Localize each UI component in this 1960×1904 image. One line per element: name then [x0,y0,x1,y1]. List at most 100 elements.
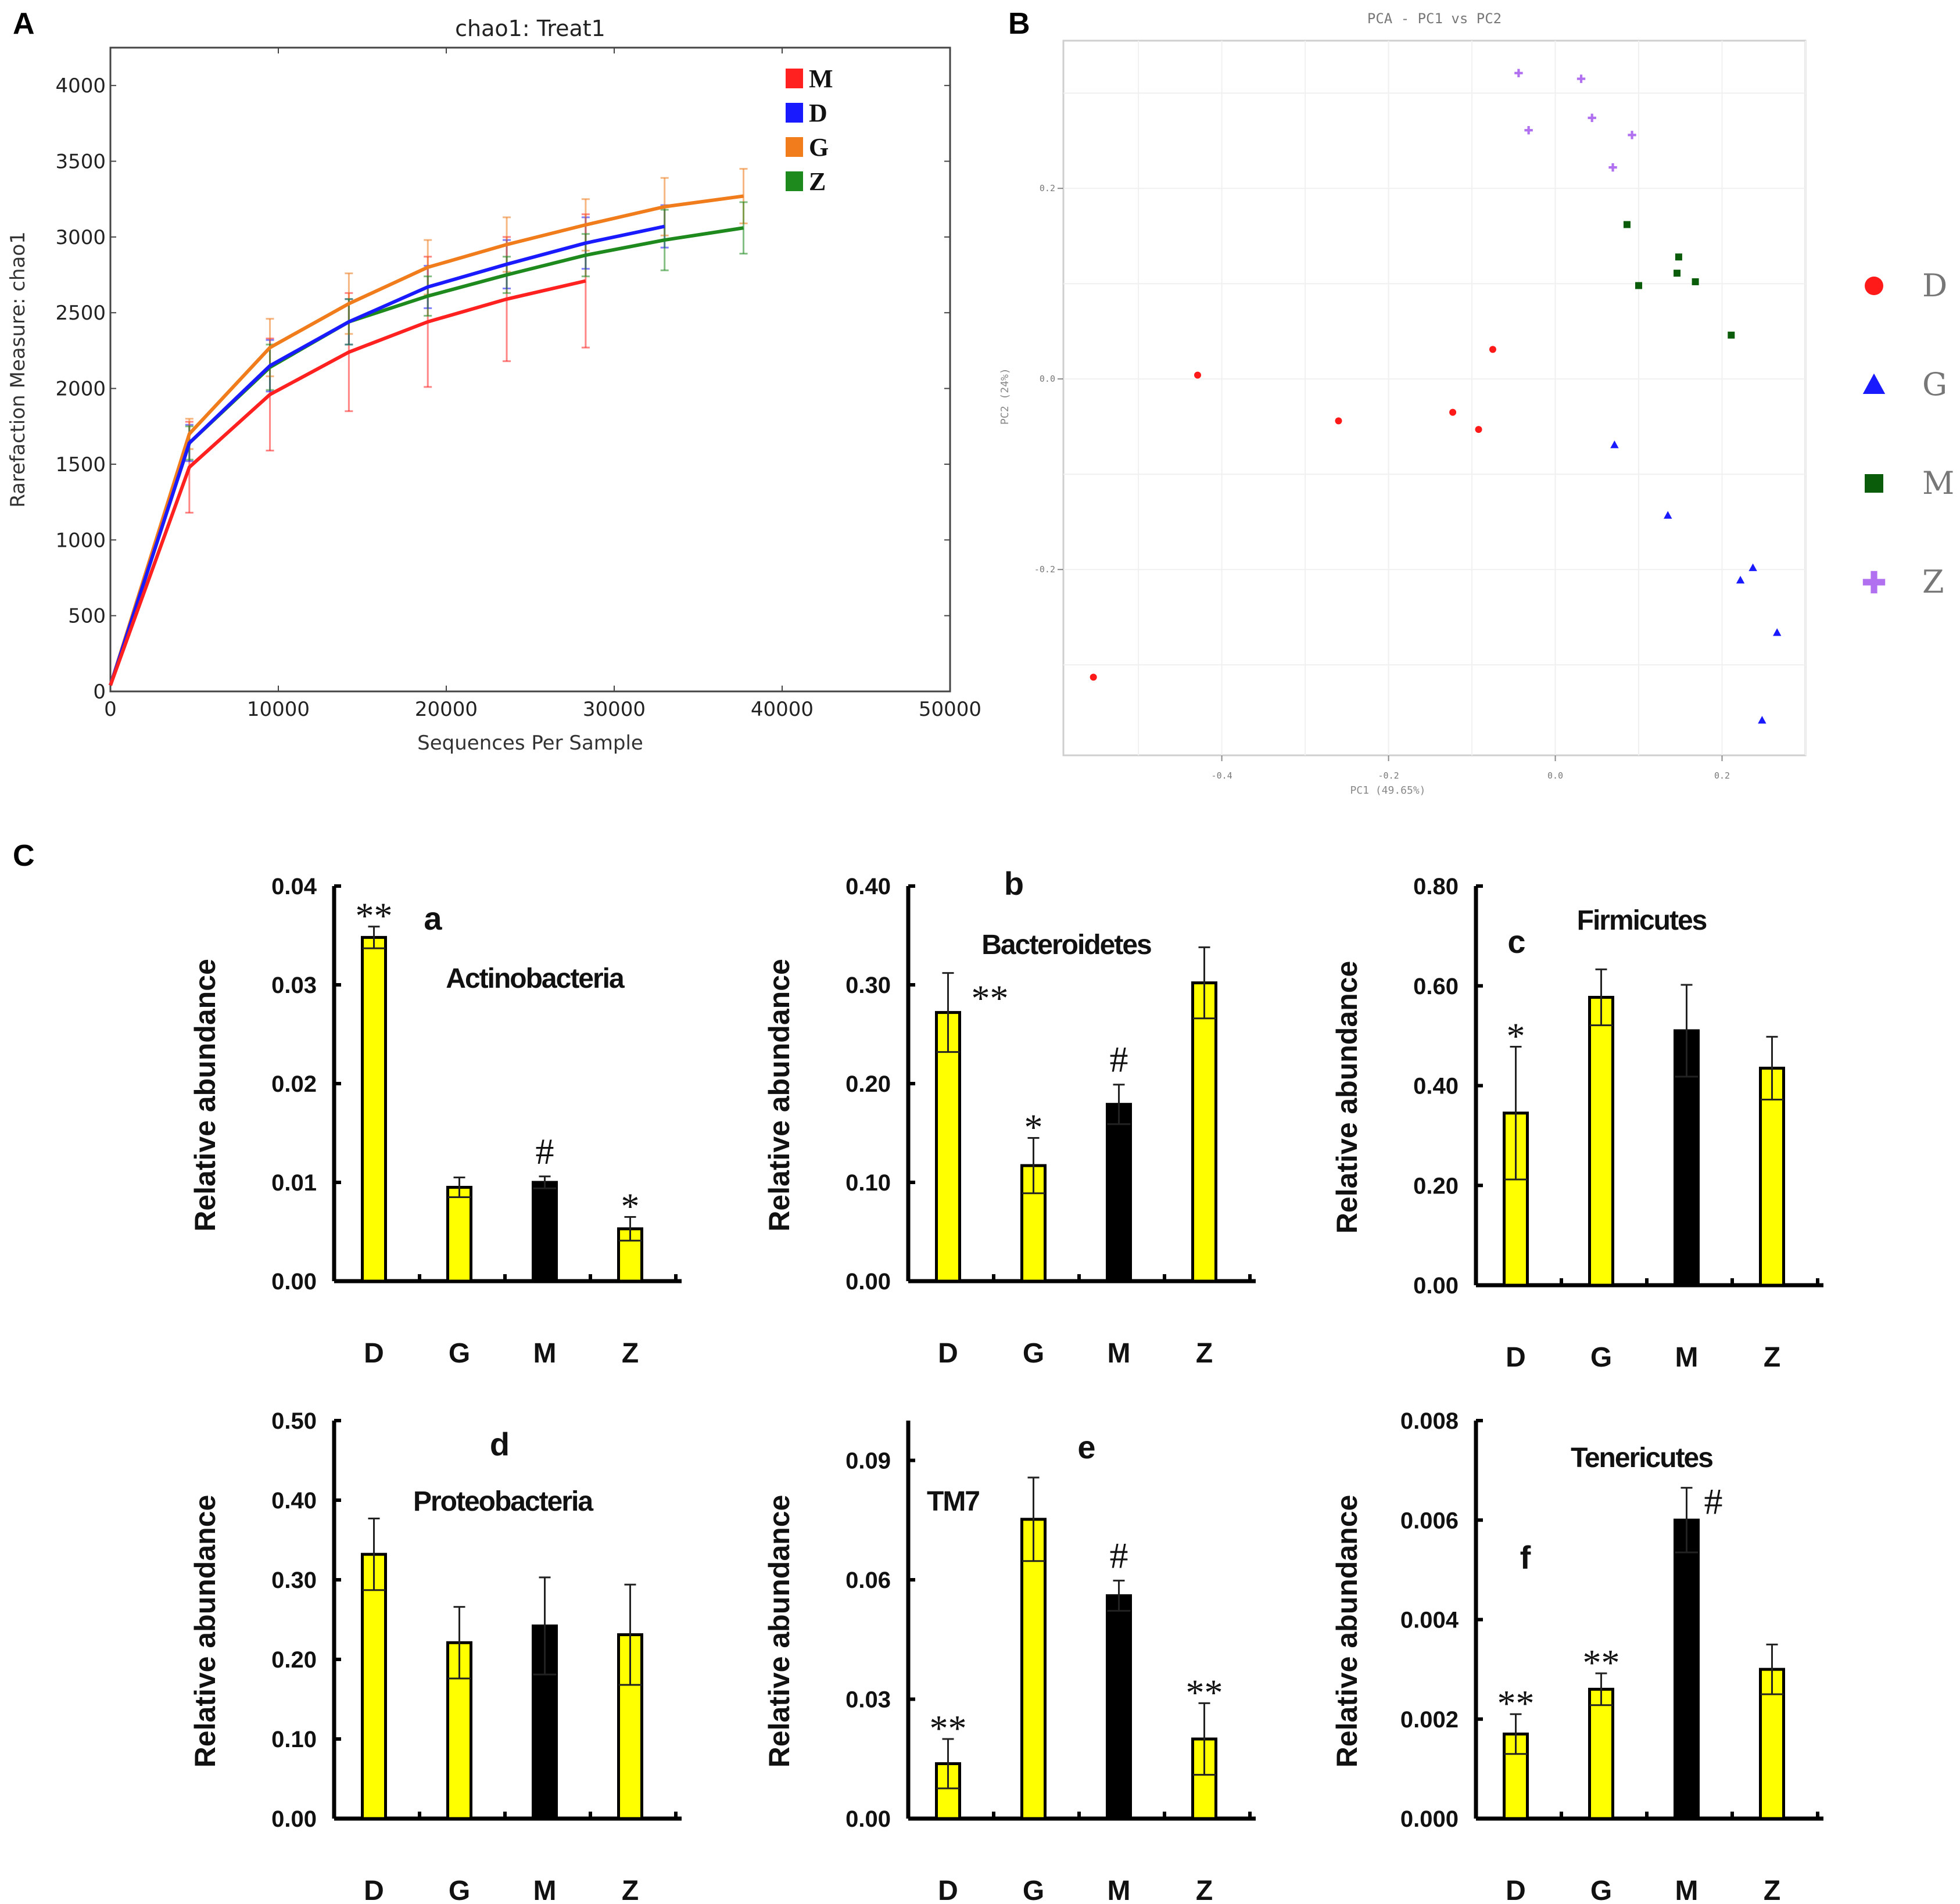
significance-mark: ** [930,1708,967,1749]
hash-mark: # [536,1131,554,1172]
subplot-letter: d [490,1426,510,1462]
data-point-G [1736,576,1745,584]
significance-mark: ** [972,978,1009,1019]
y-tick-label: 0.002 [1400,1707,1459,1733]
legend-label-G: G [1922,366,1947,403]
data-point-Z [1588,113,1596,123]
bar-D [935,1011,961,1283]
subplot-letter: c [1507,923,1525,960]
x-tick-label: 50000 [919,698,981,721]
phylum-name: Firmicutes [1577,905,1707,936]
x-axis-label: PC1 (49.65%) [1350,784,1425,797]
y-tick-label: 0.40 [271,1488,317,1514]
legend-label-M: M [809,64,833,93]
subplot-letter: a [424,900,442,937]
y-tick-label: 0.008 [1400,1408,1459,1434]
y-tick-label: 4000 [55,74,106,98]
data-point-M [1675,253,1682,261]
panel-a-rarefaction-chart: chao1: Treat1 0 10000 20000 30000 40000 50000 0… [6,16,981,755]
legend-marker-Z [1862,571,1886,594]
x-category-label: D [938,1338,958,1369]
data-point-Z [1628,131,1636,139]
x-category-label: Z [1196,1338,1213,1369]
y-tick-label: 0.20 [1413,1173,1459,1199]
y-tick-label: 2500 [55,302,106,325]
bar-M [1674,1518,1700,1820]
y-tick-label: 0.06 [845,1568,891,1593]
y-tick-label: 2000 [55,378,106,401]
bar-D [361,1552,387,1820]
y-tick-label: 0.00 [271,1269,317,1295]
series-line-D [109,224,665,686]
y-tick-label: 500 [68,605,106,628]
y-axis-label: Relative abundance [763,1495,796,1768]
significance-mark: * [1024,1107,1043,1148]
y-tick-label: 1000 [55,529,106,552]
significance-mark: ** [356,895,393,937]
data-point-D [1335,417,1342,425]
data-point-M [1674,270,1681,277]
data-point-M [1635,282,1643,289]
legend-label-Z: Z [809,167,826,196]
data-point-M [1728,331,1735,339]
panel-letter-c: C [13,839,35,873]
significance-mark: ** [1186,1672,1223,1713]
data-point-Z [1608,163,1617,172]
hash-mark: # [1110,1039,1128,1080]
y-tick-label: 0.20 [845,1071,891,1097]
bar-chart-firmicutes: 0.00 0.20 0.40 0.60 0.80 Relative abundance D *… [1331,874,1823,1373]
y-axis-label: Relative abundance [1331,1495,1363,1768]
y-tick-label: 0.10 [845,1170,891,1196]
chart-title: chao1: Treat1 [455,16,605,41]
panel-c-bar-charts: 0.00 0.01 0.02 0.03 0.04 Relative abundance D *… [189,865,1823,1904]
phylum-name: Proteobacteria [413,1486,593,1517]
plot-frame [1062,40,1807,756]
panel-letter-b: B [1008,7,1030,41]
y-tick-label: 0.10 [271,1727,317,1752]
x-tick-label: -0.2 [1378,770,1399,781]
y-tick-label: 0 [93,680,106,704]
significance-mark: * [621,1186,640,1227]
data-point-G [1748,563,1757,571]
y-tick-label: 0.02 [271,1071,317,1097]
y-tick-label: 0.0 [1040,374,1055,384]
data-point-Z [1576,74,1586,83]
data-point-M [1692,278,1699,285]
x-category-label: M [1108,1338,1131,1369]
bar-G [1588,996,1614,1287]
legend-marker-G [1862,373,1886,394]
y-tick-label: 3500 [55,150,106,174]
y-tick-label: 0.40 [1413,1074,1459,1099]
x-category-label: Z [1764,1342,1780,1373]
y-tick-label: 0.00 [845,1806,891,1832]
data-point-D [1475,426,1482,433]
phylum-name: Actinobacteria [446,963,625,994]
y-tick-label: 0.00 [271,1806,317,1832]
y-tick-label: 0.03 [271,973,317,998]
panel-b-pca-chart: PCA - PC1 vs PC2 -0.4 -0.2 0.0 0.2 -0.2 0.0 0.2… [999,10,1954,797]
y-axis-label: Relative abundance [763,959,796,1232]
data-point-D [1489,346,1496,353]
subplot-letter: b [1004,865,1024,902]
hash-mark: # [1704,1481,1723,1522]
bar-Z [1759,1066,1785,1287]
y-tick-label: 0.01 [271,1170,317,1196]
x-category-label: Z [1764,1876,1780,1904]
legend-swatch-Z [786,171,803,191]
bar-M [532,1181,558,1283]
subplot-letter: f [1520,1539,1531,1576]
x-category-label: M [1675,1876,1699,1904]
x-category-label: Z [622,1876,639,1904]
bar-M [1106,1103,1132,1283]
x-category-label: M [1108,1876,1131,1904]
x-tick-label: 20000 [415,698,478,721]
y-tick-label: 0.04 [271,874,317,899]
y-tick-label: 0.50 [271,1408,317,1434]
x-axis-label: Sequences Per Sample [417,732,643,755]
bar-Z [1191,981,1217,1283]
y-tick-label: 0.2 [1040,183,1055,193]
bar-chart-bacteroidetes: 0.00 0.10 0.20 0.30 0.40 Relative abundance D *… [763,865,1256,1369]
x-category-label: Z [1196,1876,1213,1904]
phylum-name: Bacteroidetes [981,930,1151,960]
